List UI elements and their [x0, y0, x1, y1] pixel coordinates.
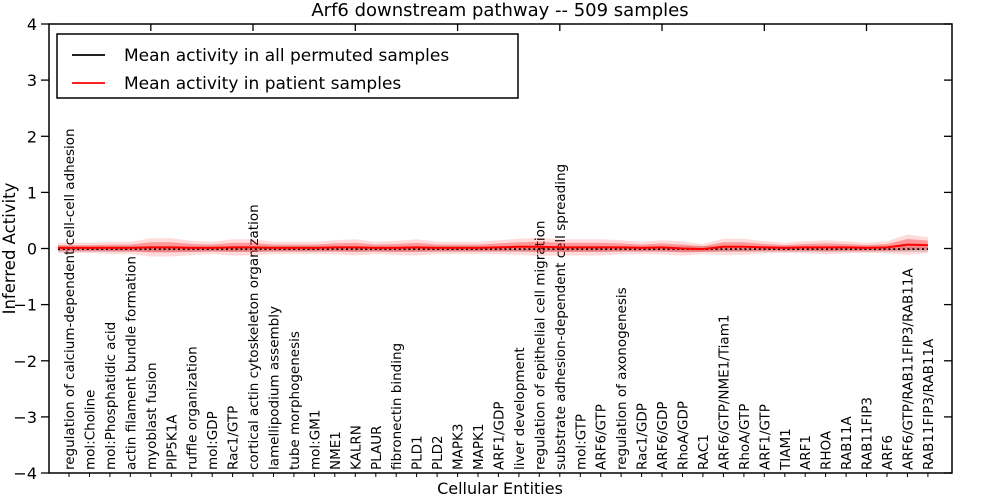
y-tick-label: 2 — [27, 127, 37, 146]
x-category-label: MAPK3 — [451, 424, 467, 470]
x-category-label: fibronectin binding — [389, 343, 405, 470]
x-axis-title: Cellular Entities — [437, 479, 563, 498]
legend-label-permuted: Mean activity in all permuted samples — [124, 46, 449, 66]
x-category-label: RAB11FIP3/RAB11A — [921, 338, 937, 470]
x-category-label: ARF1/GDP — [491, 401, 507, 470]
x-category-label: regulation of calcium-dependent cell-cel… — [62, 128, 78, 470]
x-category-label: ARF6/GDP — [655, 401, 671, 470]
x-category-label: PLD2 — [430, 435, 446, 470]
x-category-label: RHOA — [819, 430, 835, 470]
x-category-label: PLD1 — [410, 435, 426, 470]
x-category-label: lamellipodium assembly — [267, 306, 283, 470]
x-category-label: ARF1/GTP — [757, 404, 773, 470]
x-category-label: mol:GDP — [205, 411, 221, 470]
plot-border — [48, 23, 953, 474]
y-tick-label: −1 — [13, 296, 37, 315]
y-tick-label: −4 — [13, 464, 37, 483]
x-category-label: mol:Phosphatidic acid — [103, 322, 119, 470]
x-category-label: ARF1 — [798, 435, 814, 470]
x-category-label: myoblast fusion — [144, 362, 160, 470]
x-category-label: mol:GTP — [573, 414, 589, 470]
y-tick-label: −2 — [13, 352, 37, 371]
y-tick-label: 0 — [27, 240, 37, 259]
x-category-label: Rac1/GTP — [226, 406, 242, 470]
x-category-label: ARF6 — [880, 435, 896, 470]
x-category-label: ARF6/GTP/NME1/Tiam1 — [716, 315, 732, 470]
x-category-label: regulation of epithelial cell migration — [532, 221, 548, 470]
x-category-label: ARF6/GTP/RAB11FIP3/RAB11A — [900, 268, 916, 470]
chart-title: Arf6 downstream pathway -- 509 samples — [311, 0, 688, 21]
x-category-label: tube morphogenesis — [287, 331, 303, 470]
x-category-label: PIP5K1A — [164, 414, 180, 470]
y-tick-label: −3 — [13, 408, 37, 427]
x-category-label: regulation of axonogenesis — [614, 287, 630, 470]
x-category-label: ARF6/GTP — [594, 404, 610, 470]
x-category-label: TIAM1 — [778, 428, 794, 471]
x-category-label: KALRN — [348, 425, 364, 470]
patient-mean-line — [58, 243, 928, 251]
x-category-label: cortical actin cytoskeleton organization — [246, 204, 262, 470]
x-category-label: mol:Choline — [83, 390, 99, 470]
plot-area: regulation of calcium-dependent cell-cel… — [13, 15, 952, 483]
x-category-label: substrate adhesion-dependent cell spread… — [553, 164, 569, 470]
x-category-label: RhoA/GDP — [676, 401, 692, 470]
y-tick-label: 1 — [27, 183, 37, 202]
x-category-label: actin filament bundle formation — [123, 256, 139, 470]
legend: Mean activity in all permuted samples Me… — [56, 33, 519, 99]
x-category-label: MAPK1 — [471, 424, 487, 470]
x-category-label: RAB11FIP3 — [860, 397, 876, 470]
x-category-label: RAC1 — [696, 434, 712, 470]
x-category-label: PLAUR — [369, 426, 385, 470]
x-category-label: ruffle organization — [185, 346, 201, 470]
legend-box — [56, 33, 519, 99]
legend-label-patient: Mean activity in patient samples — [124, 74, 401, 94]
x-category-label: mol:GM1 — [307, 410, 323, 470]
patient-confidence-band-outer — [58, 234, 928, 257]
y-tick-label: 3 — [27, 71, 37, 90]
x-category-label: liver development — [512, 347, 528, 470]
x-category-label: RAB11A — [839, 415, 855, 470]
x-category-label: RhoA/GTP — [737, 404, 753, 470]
x-category-label: NME1 — [328, 431, 344, 470]
y-axis-title: Inferred Activity — [0, 182, 19, 314]
x-category-label: Rac1/GDP — [635, 403, 651, 470]
y-tick-label: 4 — [27, 15, 37, 34]
